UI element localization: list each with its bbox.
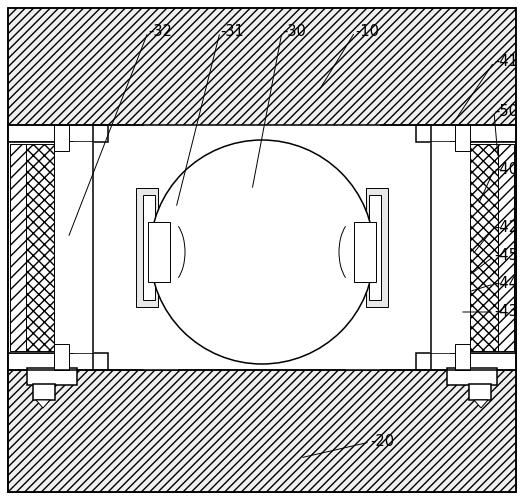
Bar — [26, 144, 54, 351]
Bar — [346, 125, 431, 370]
Text: -30: -30 — [282, 24, 306, 40]
Bar — [10, 144, 26, 351]
Text: -42: -42 — [494, 220, 518, 236]
Bar — [451, 142, 516, 353]
Bar — [430, 142, 455, 353]
Bar — [8, 370, 516, 492]
Bar — [33, 384, 55, 400]
Text: -41: -41 — [494, 54, 518, 70]
Bar — [354, 222, 376, 282]
Bar — [143, 195, 155, 300]
Bar — [455, 125, 470, 151]
Bar — [416, 125, 516, 142]
Bar — [136, 188, 158, 307]
Text: -40: -40 — [494, 162, 518, 178]
Bar — [69, 142, 94, 353]
Polygon shape — [36, 400, 50, 408]
Bar — [469, 384, 491, 400]
Text: -45: -45 — [494, 248, 518, 264]
Bar — [369, 195, 381, 300]
Bar — [8, 125, 516, 370]
Bar — [498, 144, 514, 351]
Text: -44: -44 — [494, 276, 518, 291]
Bar — [8, 125, 108, 142]
Text: -20: -20 — [370, 434, 394, 450]
Bar — [366, 188, 388, 307]
Bar — [447, 368, 497, 385]
Bar — [455, 344, 470, 370]
Text: -10: -10 — [355, 24, 379, 40]
Circle shape — [150, 140, 374, 364]
Bar — [54, 125, 69, 151]
Text: -32: -32 — [148, 24, 172, 40]
Bar — [8, 142, 73, 353]
Polygon shape — [474, 400, 488, 408]
Text: -50: -50 — [494, 104, 518, 120]
Bar — [470, 144, 498, 351]
Text: -43: -43 — [494, 304, 518, 320]
Text: -31: -31 — [220, 24, 244, 40]
Bar — [93, 125, 178, 370]
Bar — [416, 353, 516, 370]
Bar — [148, 222, 170, 282]
Bar — [8, 353, 108, 370]
Bar — [54, 344, 69, 370]
Bar — [27, 368, 77, 385]
